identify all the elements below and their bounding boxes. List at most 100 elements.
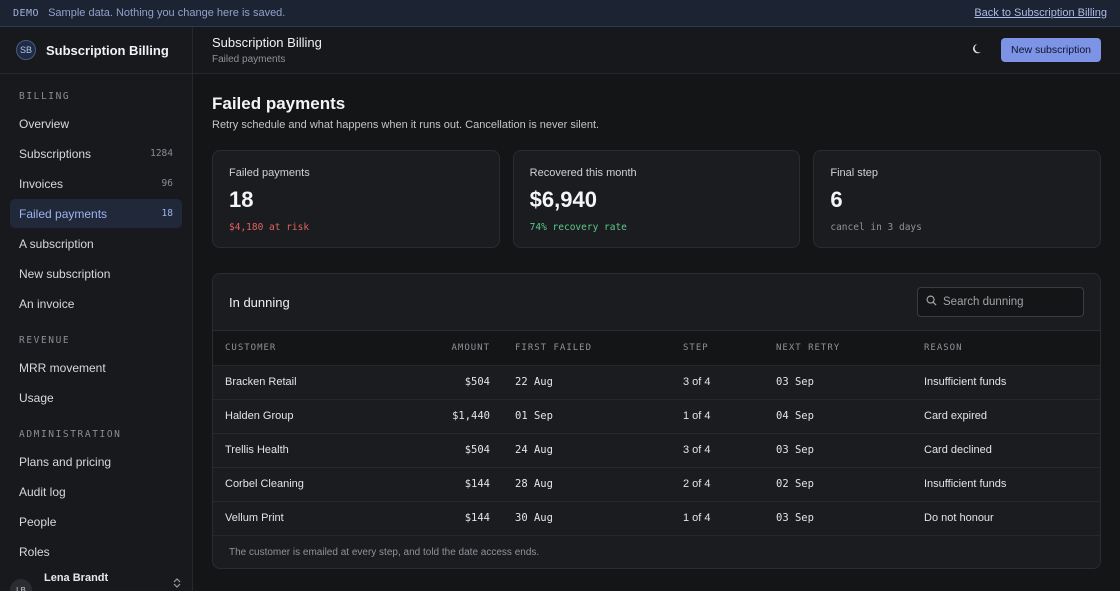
back-link[interactable]: Back to Subscription Billing	[974, 7, 1107, 19]
sidebar-item-label: Roles	[19, 544, 50, 559]
section-title: ADMINISTRATION	[19, 428, 122, 440]
sidebar: SB Subscription Billing BILLING Overview…	[0, 27, 193, 591]
sidebar-item-label: Invoices	[19, 176, 64, 191]
stat-value: 18	[229, 187, 254, 212]
header-subtitle: Failed payments	[212, 54, 286, 65]
sidebar-item-an-invoice[interactable]: An invoice	[10, 289, 182, 318]
dunning-panel: In dunning CUSTOMER AMOUNT FIRST FAILED …	[212, 273, 1101, 569]
section-title: REVENUE	[19, 334, 71, 346]
column-header-first-failed[interactable]: FIRST FAILED	[515, 342, 593, 353]
column-header-reason[interactable]: REASON	[924, 342, 963, 353]
cell-next-retry: 03 Sep	[776, 512, 814, 525]
expand-icon[interactable]	[172, 578, 182, 591]
column-header-customer[interactable]: CUSTOMER	[225, 342, 277, 353]
sidebar-item-people[interactable]: People	[10, 507, 182, 536]
cell-reason: Card declined	[924, 444, 992, 456]
new-subscription-button[interactable]: New subscription	[1001, 38, 1101, 62]
cell-step: 3 of 4	[683, 444, 711, 456]
sidebar-item-mrr-movement[interactable]: MRR movement	[10, 353, 182, 382]
table-row[interactable]: Halden Group $1,440 01 Sep 1 of 4 04 Sep…	[213, 399, 1100, 433]
sidebar-item-label: An invoice	[19, 296, 75, 311]
stat-label: Final step	[830, 167, 879, 179]
cell-reason: Insufficient funds	[924, 376, 1007, 388]
sidebar-item-invoices[interactable]: Invoices 96	[10, 169, 182, 198]
column-header-step[interactable]: STEP	[683, 342, 709, 353]
sidebar-item-overview[interactable]: Overview	[10, 109, 182, 138]
avatar: LB	[10, 579, 32, 591]
cell-step: 3 of 4	[683, 376, 711, 388]
nav-section-administration: ADMINISTRATION Plans and pricing Audit l…	[0, 427, 192, 566]
sidebar-item-roles[interactable]: Roles	[10, 537, 182, 566]
nav-section-billing: BILLING Overview Subscriptions 1284 Invo…	[0, 89, 192, 318]
section-title: BILLING	[19, 90, 71, 102]
cell-step: 2 of 4	[683, 478, 711, 490]
cell-first-failed: 24 Aug	[515, 444, 553, 456]
cell-next-retry: 02 Sep	[776, 478, 814, 490]
cell-customer: Vellum Print	[225, 512, 284, 525]
header-titles: Subscription Billing Failed payments	[212, 35, 322, 65]
cell-customer: Halden Group	[225, 410, 294, 422]
user-name: Lena Brandt	[44, 572, 109, 584]
table-row[interactable]: Vellum Print $144 30 Aug 1 of 4 03 Sep D…	[213, 501, 1100, 535]
cell-step: 1 of 4	[683, 410, 711, 422]
stats-row: Failed payments 18 $4,180 at risk Recove…	[212, 150, 1102, 248]
stat-card-final-step: Final step 6 cancel in 3 days	[813, 150, 1102, 248]
moon-icon[interactable]	[973, 43, 984, 57]
cell-next-retry: 03 Sep	[776, 376, 814, 388]
sidebar-item-label: People	[19, 514, 57, 529]
sidebar-item-label: MRR movement	[19, 360, 106, 375]
table-row[interactable]: Bracken Retail $504 22 Aug 3 of 4 03 Sep…	[213, 365, 1100, 399]
stat-value: $6,940	[529, 187, 597, 212]
sidebar-item-label: Failed payments	[19, 206, 108, 221]
cell-amount: $144	[464, 478, 490, 490]
stat-card-recovered: Recovered this month $6,940 74% recovery…	[512, 150, 801, 248]
stat-label: Failed payments	[229, 167, 310, 179]
table-header-row: CUSTOMER AMOUNT FIRST FAILED STEP NEXT R…	[213, 331, 1100, 365]
cell-first-failed: 28 Aug	[515, 478, 553, 490]
search-box[interactable]	[917, 287, 1084, 317]
stat-card-failed-payments: Failed payments 18 $4,180 at risk	[212, 150, 500, 248]
sidebar-item-new-subscription[interactable]: New subscription	[10, 259, 182, 288]
main-content: Failed payments Retry schedule and what …	[212, 74, 1102, 569]
sidebar-item-plans-and-pricing[interactable]: Plans and pricing	[10, 447, 182, 476]
sidebar-item-a-subscription[interactable]: A subscription	[10, 229, 182, 258]
sidebar-item-count: 96	[161, 178, 173, 189]
cell-step: 1 of 4	[683, 512, 711, 525]
demo-tag: DEMO	[13, 7, 40, 19]
user-profile[interactable]: LB Lena Brandt	[0, 572, 192, 591]
cell-next-retry: 04 Sep	[776, 410, 814, 422]
sidebar-item-label: New subscription	[19, 266, 111, 281]
cell-first-failed: 22 Aug	[515, 376, 553, 388]
sidebar-item-usage[interactable]: Usage	[10, 383, 182, 412]
sidebar-item-label: Plans and pricing	[19, 454, 112, 469]
cell-next-retry: 03 Sep	[776, 444, 814, 456]
cell-amount: $504	[464, 444, 490, 456]
cell-customer: Corbel Cleaning	[225, 478, 304, 490]
panel-title: In dunning	[229, 294, 290, 310]
top-header: Subscription Billing Failed payments New…	[193, 27, 1120, 74]
stat-sub: 74% recovery rate	[529, 222, 627, 233]
cell-reason: Card expired	[924, 410, 987, 422]
table-row[interactable]: Trellis Health $504 24 Aug 3 of 4 03 Sep…	[213, 433, 1100, 467]
search-input[interactable]	[943, 296, 1073, 308]
sidebar-item-count: 1284	[150, 148, 173, 159]
brand-logo: SB	[16, 40, 36, 60]
search-icon	[926, 295, 943, 309]
cell-amount: $144	[464, 512, 490, 525]
column-header-next-retry[interactable]: NEXT RETRY	[776, 342, 841, 353]
stat-sub: cancel in 3 days	[830, 222, 922, 233]
sidebar-item-failed-payments[interactable]: Failed payments 18	[10, 199, 182, 228]
stat-label: Recovered this month	[529, 167, 637, 179]
page-title: Failed payments	[212, 94, 346, 113]
header-title: Subscription Billing	[212, 35, 322, 50]
brand[interactable]: SB Subscription Billing	[0, 27, 192, 74]
demo-banner: DEMO Sample data. Nothing you change her…	[0, 0, 1120, 27]
cell-first-failed: 30 Aug	[515, 512, 553, 525]
demo-message: Sample data. Nothing you change here is …	[48, 7, 286, 19]
sidebar-item-audit-log[interactable]: Audit log	[10, 477, 182, 506]
column-header-amount[interactable]: AMOUNT	[451, 342, 490, 353]
sidebar-item-label: Subscriptions	[19, 146, 92, 161]
table-row[interactable]: Corbel Cleaning $144 28 Aug 2 of 4 02 Se…	[213, 467, 1100, 501]
sidebar-item-subscriptions[interactable]: Subscriptions 1284	[10, 139, 182, 168]
panel-header: In dunning	[213, 274, 1100, 331]
